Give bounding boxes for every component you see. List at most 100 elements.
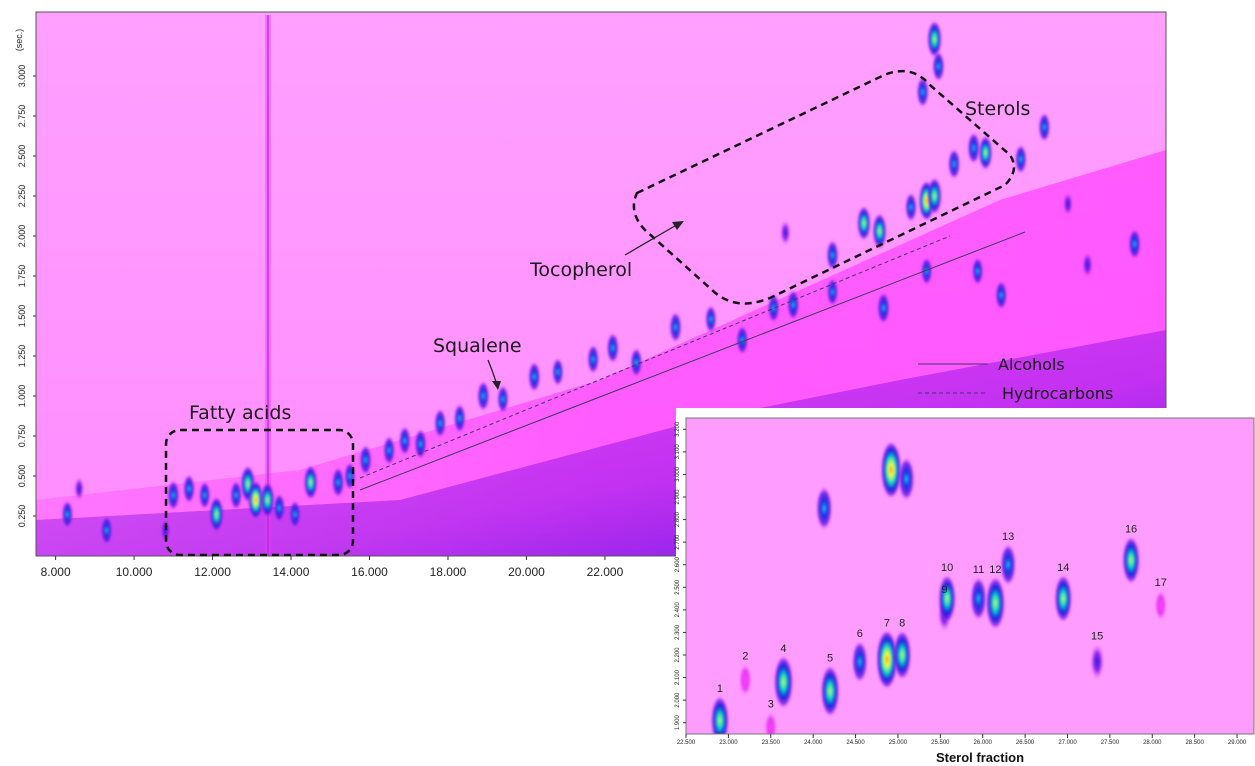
peak-spot xyxy=(948,148,961,180)
y-tick-label: 2.250 xyxy=(17,185,27,208)
peak-spot xyxy=(383,435,395,466)
peak-spot xyxy=(552,358,564,386)
y-tick-label: 0.750 xyxy=(17,425,27,448)
peak-spot xyxy=(209,496,224,533)
peak-number-label: 17 xyxy=(1155,577,1167,589)
y-tick-label: 3.000 xyxy=(17,65,27,88)
peak-spot xyxy=(921,257,933,286)
peak-number-label: 15 xyxy=(1091,631,1103,643)
peak-spot xyxy=(767,293,780,323)
tocopherol-arrowhead xyxy=(672,221,684,230)
y-tick-label: 2.750 xyxy=(17,105,27,128)
x-tick-label: 14.000 xyxy=(273,565,310,579)
peak-spot xyxy=(248,480,264,520)
legend-hydrocarbons-label: Hydrocarbons xyxy=(1002,384,1113,403)
peak-spot xyxy=(985,576,1005,630)
x-tick-label: 25.000 xyxy=(889,740,908,746)
fatty-acids-label: Fatty acids xyxy=(189,402,291,424)
x-tick-label: 25.500 xyxy=(931,740,950,746)
peak-spot xyxy=(881,441,902,499)
y-tick-label: 2.400 xyxy=(675,602,681,618)
peak-spot xyxy=(100,515,113,546)
fatty-acids-region-box xyxy=(164,428,355,557)
main-peaks-layer xyxy=(61,20,1141,546)
legend-alcohols-label: Alcohols xyxy=(998,355,1065,374)
peak-spot xyxy=(1090,643,1104,680)
x-tick-label: 22.000 xyxy=(587,565,624,579)
peak-spot xyxy=(739,663,752,697)
peak-spot xyxy=(528,361,541,393)
legend: Alcohols Hydrocarbons xyxy=(918,355,1113,403)
peak-spot xyxy=(497,385,509,414)
peak-spot xyxy=(705,305,717,334)
peak-spot xyxy=(587,344,599,374)
peak-spot xyxy=(414,428,427,460)
peak-number-label: 8 xyxy=(899,618,905,630)
x-tick-label: 20.000 xyxy=(508,565,545,579)
peak-spot xyxy=(199,481,211,510)
peak-spot xyxy=(61,500,73,529)
peak-number-label: 1 xyxy=(717,683,723,695)
y-unit-label: (sec.) xyxy=(14,29,24,52)
peak-spot xyxy=(938,574,956,623)
peak-spot xyxy=(970,576,987,621)
peak-number-label: 5 xyxy=(827,653,833,665)
peak-spot xyxy=(816,486,833,531)
x-tick-label: 23.500 xyxy=(762,740,781,746)
peak-spot xyxy=(399,426,411,456)
peak-spot xyxy=(1063,191,1073,217)
peak-spot xyxy=(1122,536,1140,584)
squalene-arrowhead xyxy=(492,381,501,390)
x-tick-label: 24.000 xyxy=(804,740,823,746)
y-tick-label: 1.900 xyxy=(675,715,681,731)
peak-spot xyxy=(872,213,887,249)
x-tick-label: 29.000 xyxy=(1228,740,1247,746)
main-y-axis: 0.250 0.500 0.750 1.000 1.250 1.500 1.750 2.000… xyxy=(17,65,36,527)
peak-spot xyxy=(826,239,839,271)
inset-x-axis: 22.500 23.000 23.500 24.000 24.500 25.000 25.5… xyxy=(677,734,1247,746)
peak-spot xyxy=(711,695,729,734)
y-tick-label: 2.500 xyxy=(17,145,27,168)
peak-spot xyxy=(1054,574,1072,623)
peak-spot xyxy=(289,500,301,529)
peak-spot xyxy=(773,655,793,709)
peak-spot xyxy=(820,665,840,717)
peak-spot xyxy=(434,408,446,438)
peak-spot xyxy=(359,444,372,476)
y-tick-label: 3.200 xyxy=(675,421,681,437)
hydrocarbons-line xyxy=(359,235,951,479)
sterols-region-box xyxy=(632,69,1016,305)
x-tick-label: 18.000 xyxy=(430,565,467,579)
peak-spot xyxy=(898,457,915,501)
peak-spot xyxy=(978,135,993,170)
peak-spot xyxy=(780,220,791,246)
y-tick-label: 3.100 xyxy=(675,444,681,460)
peak-spot xyxy=(1015,144,1027,174)
fatty-acid-streak-core xyxy=(267,15,269,555)
tocopherol-label: Tocopherol xyxy=(529,259,632,281)
peak-spot xyxy=(230,480,242,510)
peak-spot xyxy=(877,292,890,324)
peak-spot xyxy=(764,711,777,734)
peak-spot xyxy=(927,177,942,215)
y-tick-label: 2.000 xyxy=(675,692,681,708)
x-tick-label: 27.500 xyxy=(1101,740,1120,746)
x-tick-label: 16.000 xyxy=(351,565,388,579)
y-tick-label: 2.700 xyxy=(675,534,681,550)
x-tick-label: 26.000 xyxy=(974,740,993,746)
peak-number-label: 14 xyxy=(1057,562,1069,574)
peak-spot xyxy=(1154,589,1167,621)
peak-spot xyxy=(916,76,929,108)
squalene-label: Squalene xyxy=(433,335,522,357)
peak-spot xyxy=(332,467,345,498)
peak-spot xyxy=(927,20,942,58)
peak-number-label: 2 xyxy=(742,650,748,662)
peak-spot xyxy=(74,476,85,501)
peak-spot xyxy=(995,280,1007,310)
x-tick-label: 10.000 xyxy=(116,565,153,579)
peak-number-label: 13 xyxy=(1002,531,1014,543)
peak-spot xyxy=(857,206,871,241)
x-tick-label: 27.000 xyxy=(1058,740,1077,746)
y-tick-label: 2.300 xyxy=(675,624,681,640)
